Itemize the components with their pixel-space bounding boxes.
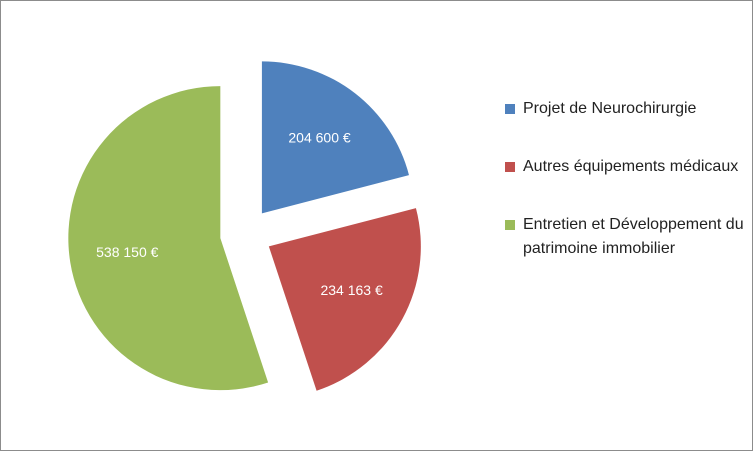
legend-label: Entretien et Développement du patrimoine… (523, 216, 744, 257)
legend: Projet de Neurochirurgie Autres équipeme… (505, 97, 745, 295)
legend-swatch (505, 162, 515, 172)
legend-item-neurochirurgie: Projet de Neurochirurgie (505, 97, 745, 121)
legend-swatch (505, 220, 515, 230)
slice-data-label-2: 234 163 € (320, 282, 382, 298)
legend-item-patrimoine: Entretien et Développement du patrimoine… (505, 213, 745, 261)
legend-label: Autres équipements médicaux (523, 158, 739, 175)
pie-slice-3 (68, 86, 269, 391)
legend-item-equipements: Autres équipements médicaux (505, 155, 745, 179)
slice-data-label-1: 204 600 € (288, 130, 350, 146)
slice-data-label-3: 538 150 € (96, 244, 158, 260)
legend-label: Projet de Neurochirurgie (523, 100, 697, 117)
pie-slice-1 (261, 61, 409, 214)
legend-swatch (505, 104, 515, 114)
pie-slice-2 (268, 208, 421, 391)
